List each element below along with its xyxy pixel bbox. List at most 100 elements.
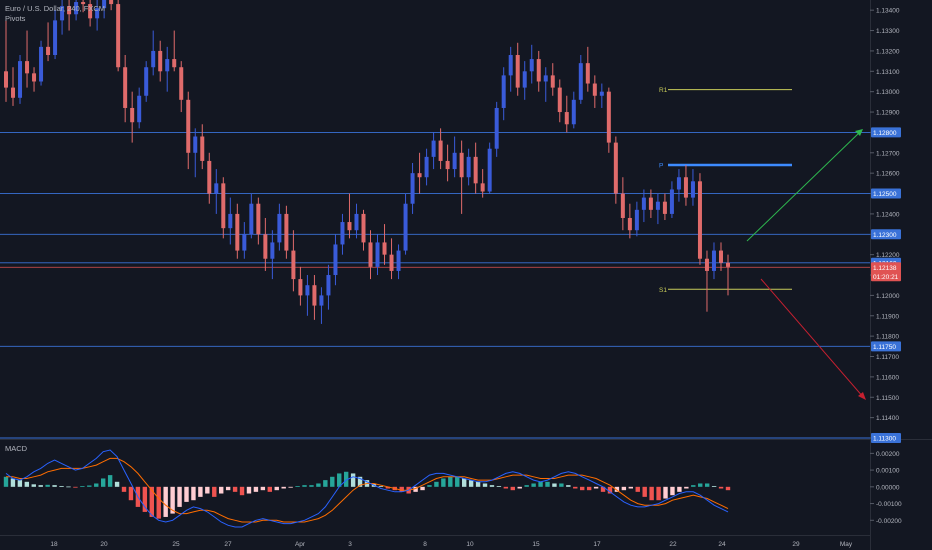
macd-tick-label: 0.00000 — [876, 484, 900, 491]
candle — [32, 67, 37, 92]
candle-body — [557, 87, 562, 113]
candle-body — [326, 275, 331, 296]
candle — [585, 46, 590, 92]
candle-body — [165, 59, 170, 72]
candle-body — [536, 59, 541, 82]
time-axis[interactable]: 18 20 25 27 Apr 3 8 10 15 17 22 24 29 May — [50, 541, 853, 548]
candle-body — [305, 285, 310, 296]
macd-histogram-bar — [205, 486, 210, 494]
macd-histogram-bar — [552, 483, 557, 487]
macd-tick-label: -0.00200 — [876, 518, 902, 525]
time-tick-label: 3 — [348, 541, 352, 548]
candle — [207, 152, 212, 204]
macd-histogram-bar — [219, 486, 224, 494]
candle-body — [4, 71, 8, 88]
macd-histogram-bar — [385, 486, 391, 489]
candle-body — [704, 258, 709, 271]
macd-histogram-bar — [461, 478, 467, 487]
macd-histogram-bar — [80, 486, 85, 487]
candle — [683, 165, 688, 206]
macd-histogram-bar — [191, 486, 196, 501]
macd-histogram-bar — [149, 486, 154, 517]
time-tick-label: 18 — [50, 541, 58, 548]
candle — [221, 177, 226, 239]
candle-body — [347, 222, 352, 231]
candle-body — [634, 209, 639, 231]
level-price-badge — [871, 433, 901, 443]
candle-body — [18, 61, 23, 98]
candle — [648, 189, 653, 218]
candle — [711, 242, 716, 280]
candle — [473, 142, 478, 194]
candle — [543, 67, 548, 102]
candle-body — [438, 140, 443, 161]
price-tick-label: 1.11600 — [876, 374, 899, 381]
candle — [578, 55, 583, 104]
candle — [669, 181, 674, 218]
level-labels: 1.128001.125001.123001.121601.117501.113… — [871, 127, 901, 443]
candle — [130, 91, 135, 143]
candle — [515, 42, 520, 96]
macd-histogram-bar — [288, 486, 293, 488]
candle-body — [613, 142, 618, 194]
price-tick-label: 1.13200 — [876, 48, 900, 55]
candle-body — [60, 6, 65, 21]
macd-histogram-bar — [253, 486, 259, 492]
candle — [655, 193, 660, 225]
candle — [417, 152, 422, 194]
macd-histogram-bar — [413, 486, 418, 492]
macd-histogram-bar — [503, 486, 509, 489]
candle-body — [452, 152, 457, 170]
macd-tick-label: 0.00100 — [876, 468, 900, 475]
candle — [599, 83, 604, 108]
arrow-up-projection[interactable] — [746, 129, 863, 242]
macd-histogram-bar — [163, 486, 168, 517]
candle-body — [396, 250, 401, 271]
candle — [690, 169, 695, 206]
macd-histogram-bar — [24, 481, 30, 487]
macd-histogram-bar — [87, 485, 92, 487]
candle-body — [375, 242, 380, 267]
candle-body — [529, 59, 534, 72]
candle-body — [599, 91, 604, 96]
arrow-down-projection[interactable] — [760, 278, 866, 400]
macd-histogram-bar — [600, 486, 606, 492]
level-price-badge — [871, 127, 901, 138]
candle-body — [515, 55, 520, 88]
candle — [242, 222, 247, 259]
candle-body — [676, 177, 681, 190]
indicator-label: Pivots — [5, 14, 26, 23]
candle-body — [151, 50, 156, 68]
horizontal-levels — [0, 131, 870, 439]
macd-axis[interactable]: 0.00200 0.00100 0.00000 -0.00100 -0.00200 — [870, 451, 902, 525]
candle — [60, 0, 65, 35]
pivot-label-r1: R1 — [659, 87, 668, 94]
candle — [410, 162, 415, 214]
candle-body — [445, 160, 450, 170]
candle-body — [144, 67, 149, 96]
macd-histogram-bar — [142, 486, 148, 512]
macd-histogram-bar — [316, 483, 321, 487]
candle — [25, 30, 30, 88]
candle — [270, 230, 275, 280]
candle — [382, 224, 387, 265]
candle-body — [726, 262, 730, 267]
candle — [508, 46, 513, 92]
price-tick-label: 1.13100 — [876, 69, 900, 76]
candle-body — [389, 254, 394, 271]
candle — [368, 230, 373, 280]
macd-histogram-bar — [559, 483, 564, 487]
candle — [480, 169, 485, 198]
macd-histogram-bar — [441, 478, 446, 487]
candle — [298, 266, 303, 306]
candle-body — [179, 67, 184, 100]
candle — [151, 30, 156, 76]
candle-body — [711, 250, 716, 271]
candle — [116, 0, 121, 72]
candle — [53, 10, 58, 60]
time-tick-label: 17 — [593, 541, 601, 548]
candle-body — [256, 203, 261, 235]
candle-body — [249, 203, 254, 235]
candle — [4, 20, 8, 102]
